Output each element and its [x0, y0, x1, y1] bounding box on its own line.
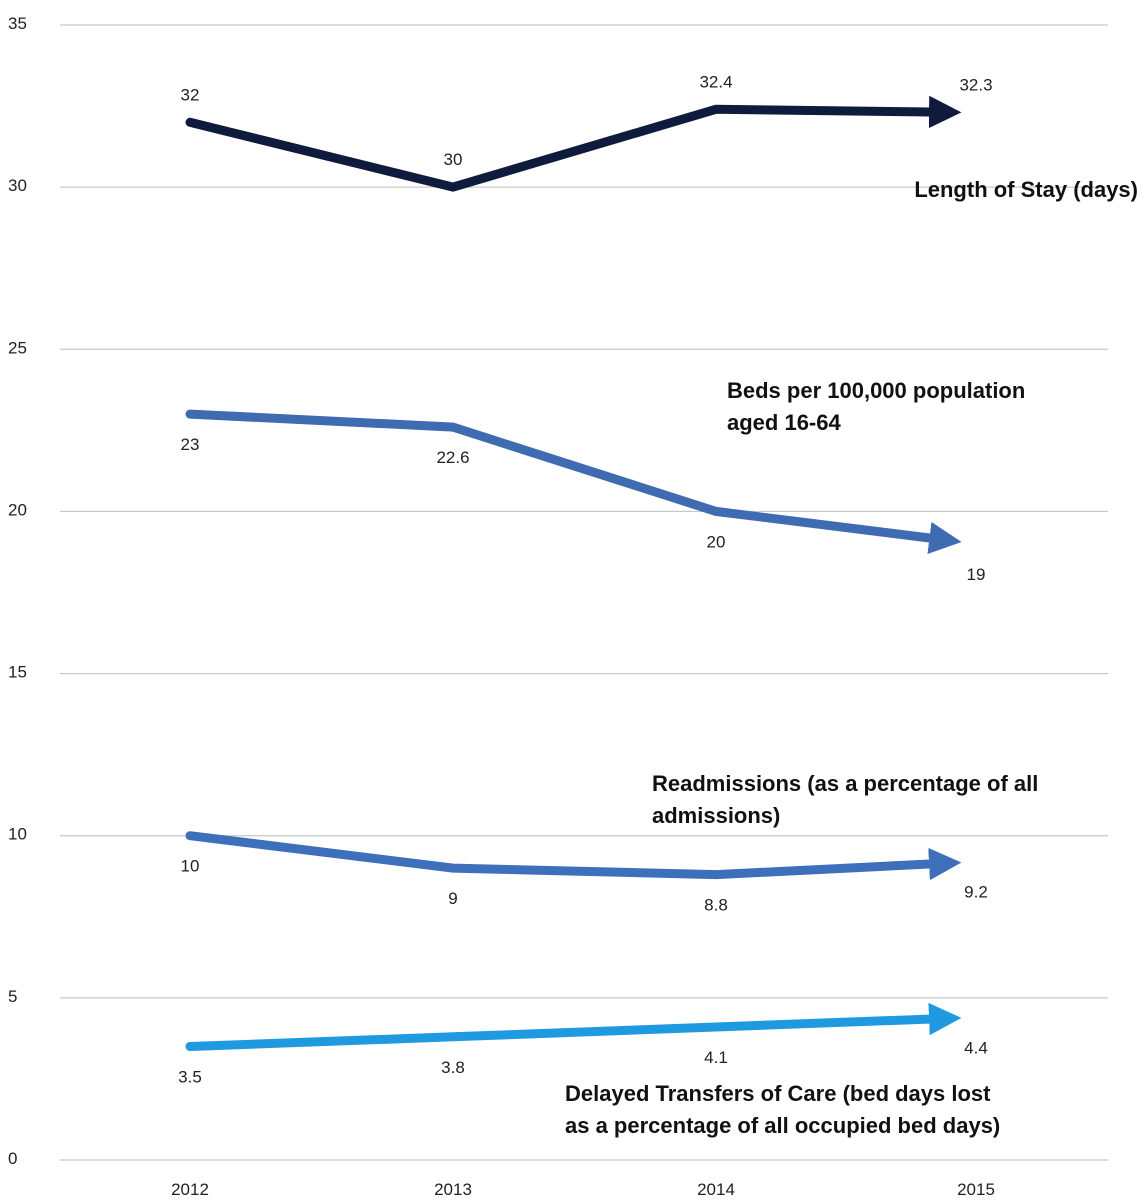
data-label: 32.3: [959, 76, 992, 95]
y-tick-label: 0: [8, 1149, 17, 1168]
series-name-label: aged 16-64: [727, 410, 841, 435]
series-name-label: Delayed Transfers of Care (bed days lost: [565, 1081, 991, 1106]
data-label: 4.1: [704, 1048, 728, 1067]
data-label: 8.8: [704, 896, 728, 915]
series-line: [185, 95, 962, 192]
data-label: 30: [444, 150, 463, 169]
x-tick-label: 2013: [434, 1180, 472, 1199]
series-lines: [185, 95, 962, 1051]
data-label: 3.5: [178, 1068, 202, 1087]
series-line: [185, 1002, 962, 1051]
series-name-label: Readmissions (as a percentage of all: [652, 771, 1038, 796]
data-labels: 32 30 32.4 32.3 23 22.6 20 19 10 9 8.8 9.2 3.5 3.8 4.1…: [178, 72, 992, 1086]
data-label: 32: [181, 85, 200, 104]
gridlines: [60, 24, 1108, 1161]
series-line: [185, 831, 962, 881]
x-axis-tick-labels: 2012 2013 2014 2015: [171, 1180, 995, 1199]
series-name-label: Length of Stay (days): [914, 177, 1138, 202]
y-tick-label: 30: [8, 176, 27, 195]
data-label: 19: [967, 565, 986, 584]
data-label: 32.4: [699, 72, 732, 91]
y-axis-tick-labels: 0 5 10 15 20 25 30 35: [8, 14, 27, 1168]
y-tick-label: 35: [8, 14, 27, 33]
y-tick-label: 25: [8, 338, 27, 357]
series-name-label: as a percentage of all occupied bed days…: [565, 1113, 1000, 1138]
series-labels: Length of Stay (days) Beds per 100,000 po…: [565, 177, 1138, 1138]
data-label: 9.2: [964, 883, 988, 902]
y-tick-label: 5: [8, 987, 17, 1006]
series-name-label: admissions): [652, 803, 780, 828]
data-label: 3.8: [441, 1058, 465, 1077]
data-label: 22.6: [436, 448, 469, 467]
x-tick-label: 2015: [957, 1180, 995, 1199]
x-tick-label: 2012: [171, 1180, 209, 1199]
y-tick-label: 10: [8, 825, 27, 844]
x-tick-label: 2014: [697, 1180, 735, 1199]
y-tick-label: 15: [8, 663, 27, 682]
series-name-label: Beds per 100,000 population: [727, 378, 1025, 403]
data-label: 10: [181, 857, 200, 876]
series-line: [185, 409, 962, 555]
data-label: 9: [448, 889, 457, 908]
data-label: 4.4: [964, 1038, 988, 1057]
data-label: 23: [181, 435, 200, 454]
data-label: 20: [707, 532, 726, 551]
y-tick-label: 20: [8, 500, 27, 519]
